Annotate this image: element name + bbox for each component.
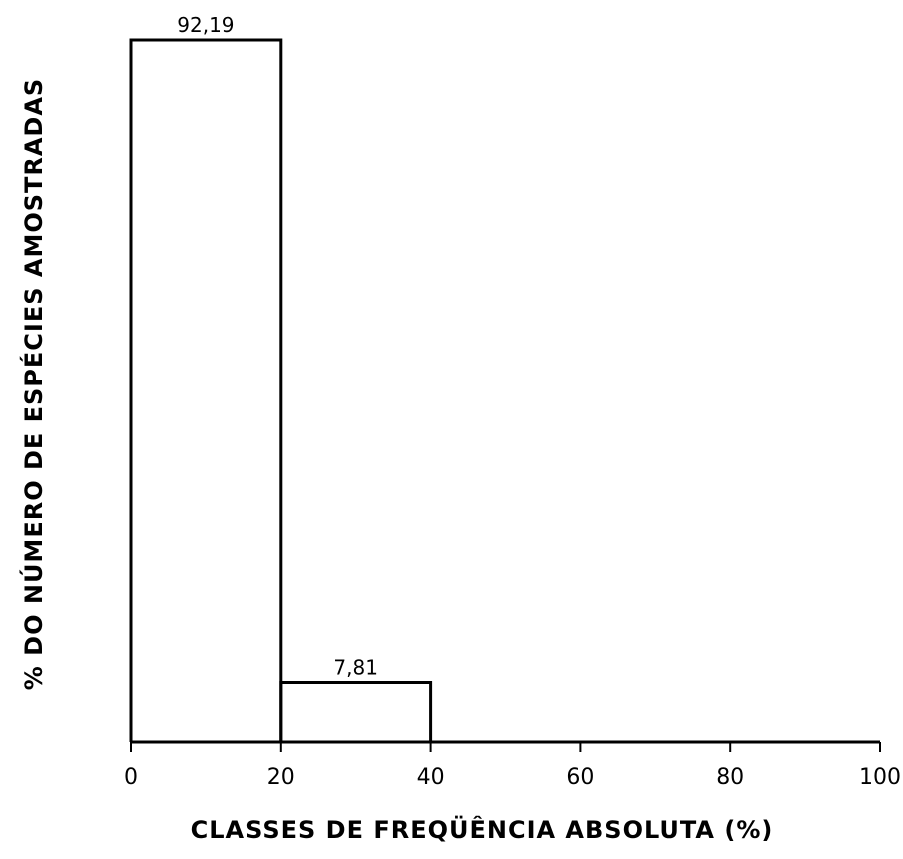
x-tick-label-80: 80 bbox=[716, 765, 744, 790]
bar-0-20 bbox=[129, 38, 283, 742]
x-tick-label-60: 60 bbox=[566, 765, 594, 790]
x-axis-title: CLASSES DE FREQÜÊNCIA ABSOLUTA (%) bbox=[191, 814, 774, 844]
x-tick-label-20: 20 bbox=[267, 765, 295, 790]
bars-group bbox=[129, 38, 433, 742]
x-tick-label-40: 40 bbox=[417, 765, 445, 790]
data-label-20-40: 7,81 bbox=[333, 656, 378, 680]
x-ticks-group: 0 20 40 60 80 100 bbox=[124, 742, 901, 790]
y-axis-title: % DO NÚMERO DE ESPÉCIES AMOSTRADAS bbox=[18, 78, 48, 690]
data-label-0-20: 92,19 bbox=[177, 13, 234, 37]
x-tick-label-100: 100 bbox=[859, 765, 901, 790]
bar-20-40 bbox=[279, 681, 433, 742]
x-tick-label-0: 0 bbox=[124, 765, 138, 790]
data-labels-group: 92,19 7,81 bbox=[177, 13, 378, 680]
